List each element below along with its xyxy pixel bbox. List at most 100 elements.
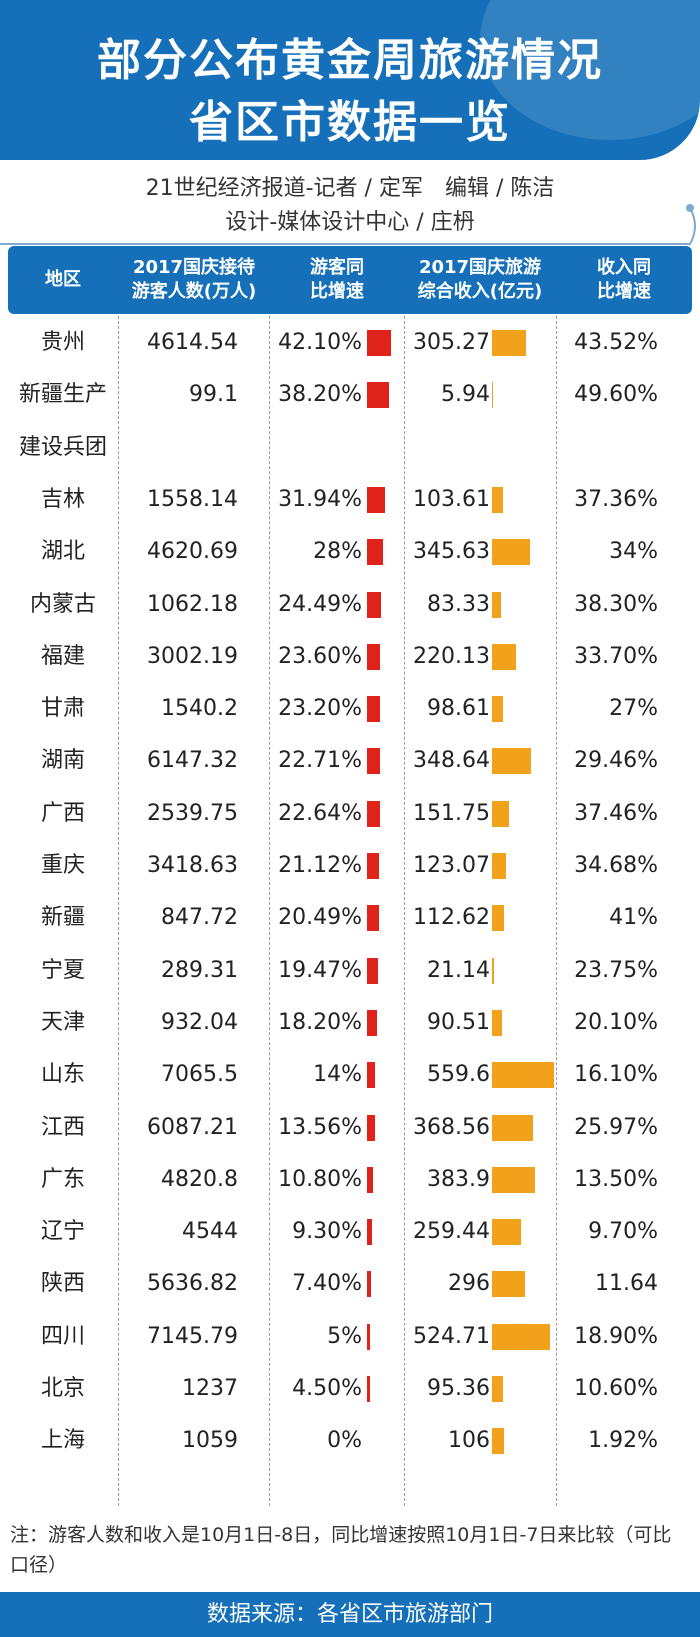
visitors-growth-bar <box>367 1009 378 1036</box>
footnote: 注：游客人数和收入是10月1日-8日，同比增速按照10月1日-7日来比较（可比口… <box>10 1524 672 1576</box>
revenue-value: 368.56 <box>413 1114 490 1140</box>
region-name: 北京 <box>40 1376 85 1401</box>
revenue-bar <box>492 1166 535 1193</box>
revenue-growth-value: 27% <box>609 696 658 722</box>
region-name: 江西 <box>40 1114 85 1140</box>
revenue-value: 98.61 <box>427 696 490 722</box>
table-row: 北京 1237 4.50% 95.36 10.60% <box>0 1362 700 1416</box>
region-name: 辽宁 <box>40 1219 85 1245</box>
revenue-bar <box>492 330 526 356</box>
visitors-value: 2539.75 <box>147 800 238 826</box>
visitors-growth-bar <box>367 1062 375 1089</box>
region-name: 重庆 <box>40 853 85 878</box>
revenue-growth-value: 20.10% <box>574 1009 658 1035</box>
revenue-bar <box>492 591 502 618</box>
table-row: 江西 6087.21 13.56% 368.56 25.97% <box>0 1101 700 1155</box>
visitors-growth-bar <box>367 643 381 670</box>
table-row: 甘肃 1540.2 23.20% 98.61 27% <box>0 682 700 736</box>
visitors-growth-value: 22.64% <box>278 800 362 826</box>
revenue-bar <box>492 1009 503 1036</box>
table-row: 福建 3002.19 23.60% 220.13 33.70% <box>0 630 700 684</box>
revenue-value: 348.64 <box>413 748 490 774</box>
visitors-growth-bar <box>367 330 391 356</box>
visitors-growth-value: 7.40% <box>292 1271 362 1297</box>
header-revenue-growth: 收入同 比增速 <box>597 257 651 302</box>
revenue-bar <box>492 800 509 827</box>
visitors-value: 932.04 <box>161 1009 238 1035</box>
visitors-growth-value: 22.71% <box>278 748 362 774</box>
revenue-growth-value: 34.68% <box>574 853 658 878</box>
visitors-growth-bar <box>367 957 379 984</box>
table-row: 重庆 3418.63 21.12% 123.07 34.68% <box>0 839 700 893</box>
visitors-growth-value: 24.49% <box>278 591 362 617</box>
revenue-bar <box>492 1376 503 1402</box>
revenue-value: 90.51 <box>427 1009 490 1035</box>
table-row: 广东 4820.8 10.80% 383.9 13.50% <box>0 1153 700 1207</box>
revenue-growth-value: 37.46% <box>574 800 658 826</box>
revenue-growth-value: 13.50% <box>574 1166 658 1192</box>
revenue-value: 83.33 <box>427 591 490 617</box>
table-row: 辽宁 4544 9.30% 259.44 9.70% <box>0 1205 700 1259</box>
visitors-growth-bar <box>367 591 381 618</box>
table-row: 广西 2539.75 22.64% 151.75 37.46% <box>0 787 700 841</box>
revenue-bar <box>492 382 493 409</box>
visitors-growth-bar <box>367 1166 374 1193</box>
table-row: 吉林 1558.14 31.94% 103.61 37.36% <box>0 473 700 527</box>
title-banner: 部分公布黄金周旅游情况 省区市数据一览 <box>0 0 700 160</box>
revenue-bar <box>492 1271 525 1298</box>
region-name: 湖北 <box>40 539 85 565</box>
revenue-value: 305.27 <box>413 330 490 355</box>
credits-line-1: 21世纪经济报道-记者 / 定军 编辑 / 陈洁 <box>145 176 555 201</box>
revenue-value: 5.94 <box>441 382 490 408</box>
revenue-growth-value: 49.60% <box>574 382 658 408</box>
visitors-growth-bar <box>367 1323 370 1350</box>
visitors-growth-bar <box>367 905 379 932</box>
revenue-value: 383.9 <box>427 1166 490 1192</box>
visitors-growth-value: 18.20% <box>278 1009 362 1035</box>
visitors-growth-value: 42.10% <box>278 330 362 355</box>
table-row: 上海 1059 0% 106 1.92% <box>0 1414 700 1468</box>
region-name: 贵州 <box>40 330 85 355</box>
data-source: 数据来源：各省区市旅游部门 <box>0 1592 700 1637</box>
visitors-growth-bar <box>367 696 381 723</box>
revenue-growth-value: 41% <box>609 905 658 931</box>
revenue-value: 123.07 <box>413 853 490 878</box>
revenue-growth-value: 10.60% <box>574 1376 658 1401</box>
revenue-bar <box>492 486 504 513</box>
region-name: 内蒙古 <box>29 591 96 617</box>
revenue-value: 524.71 <box>413 1323 490 1349</box>
revenue-value: 296 <box>448 1271 490 1297</box>
revenue-bar <box>492 748 531 775</box>
visitors-growth-value: 0% <box>327 1428 362 1454</box>
revenue-growth-value: 23.75% <box>574 957 658 983</box>
visitors-growth-bar <box>367 748 380 775</box>
visitors-value: 847.72 <box>161 905 238 931</box>
revenue-growth-value: 25.97% <box>574 1114 658 1140</box>
revenue-growth-value: 9.70% <box>588 1219 658 1245</box>
visitors-growth-value: 5% <box>327 1323 362 1349</box>
region-name-line-2: 建设兵团 <box>18 434 107 460</box>
visitors-growth-value: 20.49% <box>278 905 362 931</box>
revenue-growth-value: 33.70% <box>574 643 658 669</box>
visitors-value: 1062.18 <box>147 591 238 617</box>
revenue-value: 106 <box>448 1428 490 1454</box>
revenue-bar <box>492 539 531 566</box>
header-revenue: 2017国庆旅游 综合收入(亿元) <box>417 257 543 302</box>
visitors-value: 6147.32 <box>147 748 238 774</box>
visitors-value: 4614.54 <box>147 330 238 355</box>
revenue-value: 112.62 <box>413 905 490 931</box>
region-name: 山东 <box>40 1062 85 1088</box>
visitors-growth-value: 28% <box>313 539 362 565</box>
credits-line-2: 设计-媒体设计中心 / 庄枬 <box>225 210 475 235</box>
visitors-growth-value: 23.60% <box>278 643 362 669</box>
visitors-growth-bar <box>367 1114 375 1141</box>
visitors-growth-bar <box>367 1271 372 1298</box>
revenue-growth-value: 29.46% <box>574 748 658 774</box>
table-row: 宁夏 289.31 19.47% 21.14 23.75% <box>0 944 700 998</box>
visitors-value: 7145.79 <box>147 1323 238 1349</box>
visitors-value: 6087.21 <box>147 1114 238 1140</box>
column-divider <box>556 316 557 1506</box>
visitors-growth-value: 14% <box>313 1062 362 1088</box>
table-row: 新疆生产 99.1 38.20% 5.94 49.60% <box>0 368 700 422</box>
table-header: 地区 2017国庆接待 游客人数(万人) 游客同 比增速 2017国庆旅游 综合… <box>8 246 692 314</box>
